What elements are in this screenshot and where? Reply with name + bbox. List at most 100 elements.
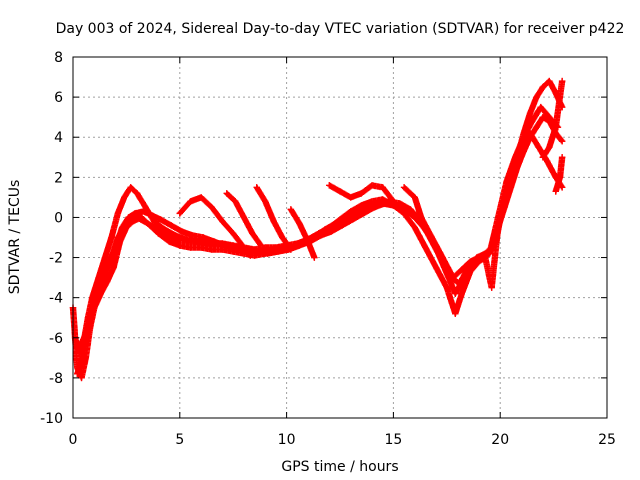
data-point: [368, 202, 376, 209]
data-point: [287, 206, 295, 213]
data-point: [253, 184, 260, 191]
data-point: [208, 240, 216, 247]
data-series: [326, 182, 397, 205]
data-point: [422, 244, 429, 251]
data-point: [379, 184, 386, 191]
data-point: [133, 214, 141, 221]
data-point: [189, 232, 196, 239]
data-point: [492, 238, 500, 245]
y-axis-title: SDTVAR / TECUs: [7, 180, 23, 295]
grid: [73, 57, 607, 418]
data-point: [240, 214, 248, 221]
data-point: [379, 200, 386, 207]
data-point: [131, 210, 139, 217]
data-series: [76, 130, 566, 352]
data-point: [108, 254, 115, 261]
x-axis-title: GPS time / hours: [281, 459, 398, 475]
data-point: [262, 198, 269, 205]
data-point: [208, 246, 216, 253]
data-point: [287, 246, 295, 253]
data-point: [558, 138, 566, 145]
data-series: [176, 194, 254, 259]
x-tick-label: 20: [491, 432, 509, 448]
data-point: [114, 210, 122, 217]
y-tick-label: -10: [40, 411, 63, 427]
data-point: [558, 154, 566, 161]
data-point: [411, 194, 418, 201]
data-point: [539, 113, 547, 121]
data-point: [74, 370, 81, 378]
data-point: [411, 224, 418, 231]
data-point: [187, 244, 194, 251]
data-point: [197, 194, 205, 201]
x-tick-label: 5: [175, 432, 184, 448]
y-tick-label: -6: [49, 331, 63, 347]
data-point: [546, 144, 553, 151]
chart-title: Day 003 of 2024, Sidereal Day-to-day VTE…: [56, 21, 625, 37]
data-point: [230, 242, 237, 249]
data-point: [249, 230, 256, 237]
data-point: [110, 264, 117, 271]
data-point: [176, 236, 183, 243]
data-point: [358, 190, 365, 197]
data-point: [537, 103, 544, 111]
data-point: [127, 218, 134, 225]
data-point: [133, 190, 141, 197]
data-point: [526, 109, 534, 117]
data-point: [488, 284, 495, 291]
data-point: [390, 198, 397, 205]
data-point: [294, 240, 301, 247]
data-point: [501, 194, 508, 201]
data-point: [347, 212, 354, 219]
data-point: [467, 258, 474, 265]
y-tick-label: 8: [54, 50, 63, 66]
data-point: [232, 198, 239, 205]
data-point: [458, 266, 465, 273]
data-point: [411, 214, 418, 221]
data-point: [208, 204, 216, 211]
data-series: [539, 77, 566, 161]
y-tick-label: -8: [49, 371, 63, 387]
data-point: [349, 216, 357, 223]
data-point: [251, 246, 258, 253]
data-point: [533, 93, 540, 101]
data-point: [304, 238, 312, 245]
x-tick-label: 0: [69, 432, 78, 448]
data-point: [315, 230, 322, 237]
data-point: [432, 264, 440, 271]
data-point: [270, 218, 277, 225]
data-point: [272, 244, 280, 251]
data-series: [400, 184, 436, 241]
data-point: [539, 83, 547, 91]
data-point: [558, 77, 566, 85]
data-point: [247, 252, 254, 259]
ticks: 0 5 10 15 20 25 -10 -8 -6 -4 -2 0 2 4 6 8: [40, 50, 616, 448]
data-series: [287, 206, 318, 261]
data-point: [178, 228, 186, 235]
data-series: [74, 103, 562, 378]
data-point: [452, 310, 459, 317]
data-point: [400, 184, 408, 191]
data-point: [400, 206, 408, 213]
data-point: [103, 278, 111, 285]
data-series: [253, 184, 295, 253]
data-points-trace: [74, 103, 562, 378]
data-point: [78, 374, 85, 382]
x-tick-label: 10: [278, 432, 296, 448]
data-point: [144, 220, 151, 227]
data-point: [165, 232, 173, 239]
data-point: [95, 284, 102, 291]
data-series: [223, 190, 265, 249]
data-point: [450, 274, 457, 281]
data-point: [165, 238, 173, 245]
data-point: [543, 158, 551, 165]
data-point: [368, 182, 376, 189]
data-point: [187, 238, 194, 245]
data-point: [336, 188, 344, 195]
data-point: [262, 244, 269, 251]
data-point: [176, 242, 183, 249]
data-point: [197, 238, 205, 245]
data-point: [219, 218, 226, 225]
data-point: [114, 234, 122, 241]
x-tick-label: 25: [598, 432, 616, 448]
